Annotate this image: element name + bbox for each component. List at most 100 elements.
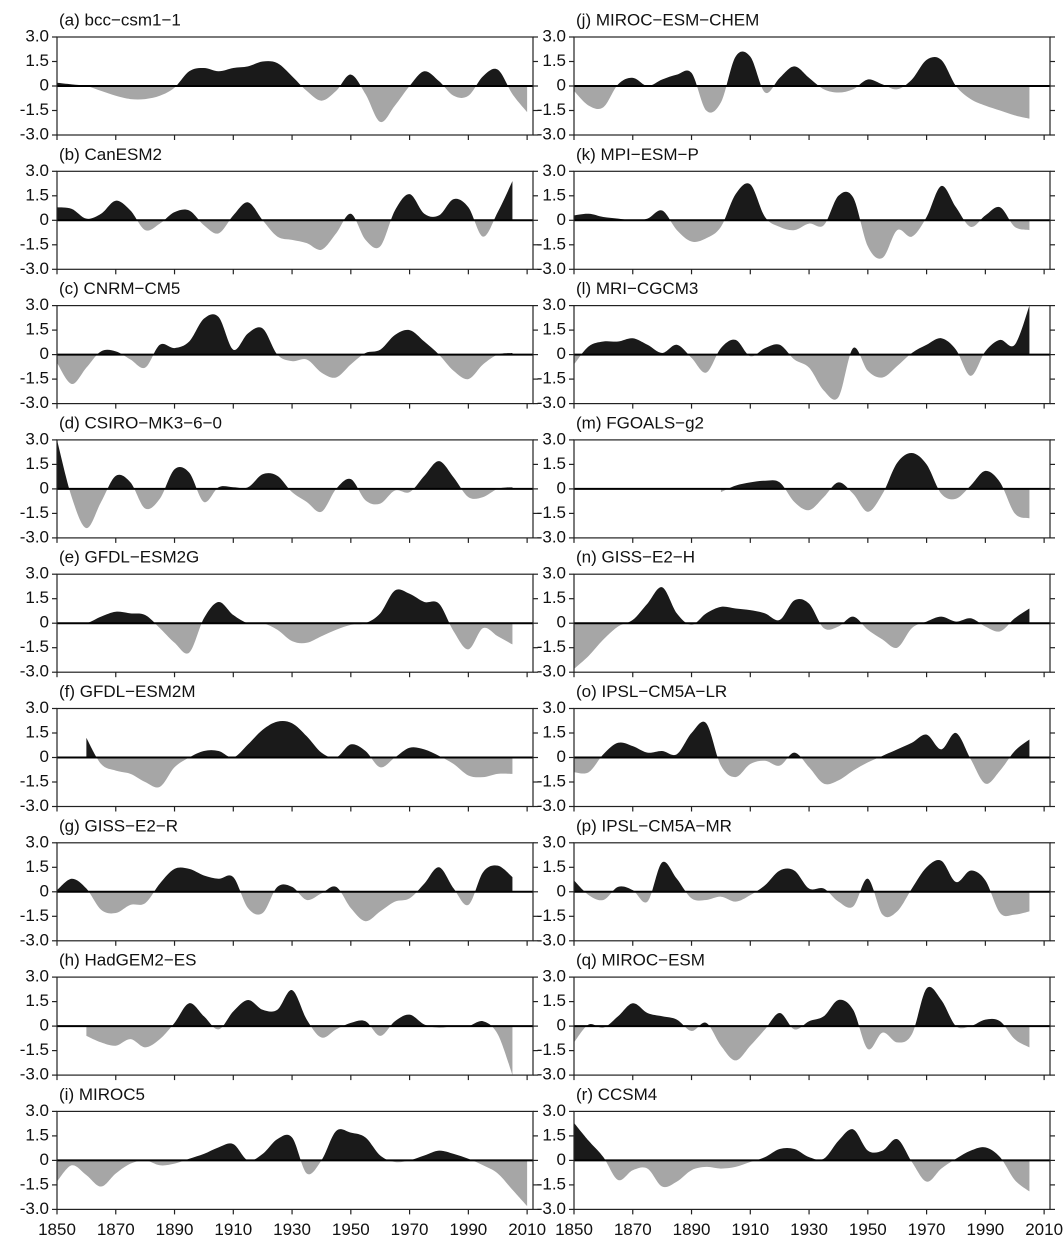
area-negative	[57, 488, 513, 529]
area-negative	[574, 757, 1030, 785]
area-negative	[57, 354, 498, 385]
y-tick-label: 0	[40, 344, 49, 363]
y-tick-label: 1.5	[25, 857, 49, 876]
x-tick-label: 1890	[156, 1220, 194, 1239]
y-tick-label: -1.5	[537, 100, 566, 119]
y-tick-label: 0	[40, 747, 49, 766]
area-positive	[57, 865, 513, 892]
area-negative	[86, 1026, 513, 1076]
area-negative	[57, 891, 513, 922]
panel-title: (g) GISS−E2−R	[59, 816, 178, 835]
x-tick-label: 1930	[790, 1220, 828, 1239]
x-tick-label: 1950	[849, 1220, 887, 1239]
area-positive	[574, 183, 1030, 221]
area-negative	[57, 1160, 528, 1207]
area-positive	[57, 181, 513, 221]
y-tick-label: -3.0	[20, 1065, 49, 1084]
y-tick-label: 1.5	[542, 320, 566, 339]
area-positive	[57, 1129, 528, 1161]
panel-title: (c) CNRM−CM5	[59, 279, 180, 298]
y-tick-label: 0	[40, 210, 49, 229]
y-tick-label: 0	[557, 75, 566, 94]
y-tick-label: 3.0	[542, 1101, 566, 1120]
y-tick-label: 3.0	[25, 161, 49, 180]
area-negative	[574, 354, 984, 400]
x-tick-label: 1870	[97, 1220, 135, 1239]
y-tick-label: -1.5	[20, 100, 49, 119]
y-tick-label: -1.5	[537, 906, 566, 925]
x-tick-label: 1870	[614, 1220, 652, 1239]
y-tick-label: -3.0	[20, 930, 49, 949]
y-tick-label: -3.0	[537, 259, 566, 278]
x-tick-label: 1950	[332, 1220, 370, 1239]
y-tick-label: 1.5	[542, 51, 566, 70]
y-tick-label: 0	[557, 881, 566, 900]
y-tick-label: 1.5	[542, 185, 566, 204]
y-tick-label: 0	[557, 478, 566, 497]
y-tick-label: -3.0	[20, 662, 49, 681]
area-positive	[574, 51, 1030, 86]
panel-title: (n) GISS−E2−H	[576, 548, 695, 567]
y-tick-label: -1.5	[537, 1174, 566, 1193]
x-tick-label: 1970	[391, 1220, 429, 1239]
y-tick-label: 0	[557, 1150, 566, 1169]
area-positive	[574, 721, 1030, 758]
area-positive	[574, 587, 1030, 624]
panel-title: (k) MPI−ESM−P	[576, 145, 699, 164]
y-tick-label: -1.5	[537, 1040, 566, 1059]
y-tick-label: -1.5	[20, 1040, 49, 1059]
y-tick-label: -1.5	[537, 234, 566, 253]
panel-title: (b) CanESM2	[59, 145, 162, 164]
y-tick-label: 1.5	[25, 588, 49, 607]
panel-title: (d) CSIRO−MK3−6−0	[59, 413, 222, 432]
y-tick-label: 0	[40, 881, 49, 900]
panel-title: (l) MRI−CGCM3	[576, 279, 698, 298]
y-tick-label: -3.0	[20, 259, 49, 278]
area-positive	[574, 1122, 1030, 1161]
area-positive	[171, 990, 492, 1027]
y-tick-label: 0	[557, 1016, 566, 1035]
x-tick-label: 1930	[273, 1220, 311, 1239]
y-tick-label: 3.0	[542, 698, 566, 717]
y-tick-label: -3.0	[20, 796, 49, 815]
y-tick-label: 3.0	[542, 26, 566, 45]
y-tick-label: 1.5	[542, 857, 566, 876]
y-tick-label: -3.0	[537, 930, 566, 949]
panel-title: (a) bcc−csm1−1	[59, 10, 181, 29]
y-tick-label: 1.5	[542, 991, 566, 1010]
y-tick-label: -1.5	[20, 906, 49, 925]
area-negative	[137, 220, 494, 250]
y-tick-label: -1.5	[20, 1174, 49, 1193]
area-positive	[57, 589, 513, 624]
y-tick-label: 1.5	[25, 185, 49, 204]
area-positive	[57, 439, 513, 489]
y-tick-label: 1.5	[542, 454, 566, 473]
y-tick-label: 1.5	[25, 51, 49, 70]
y-tick-label: 3.0	[542, 967, 566, 986]
y-tick-label: 1.5	[25, 1125, 49, 1144]
y-tick-label: -1.5	[20, 771, 49, 790]
area-negative	[605, 1160, 1030, 1192]
area-positive	[574, 860, 991, 892]
panel-title: (h) HadGEM2−ES	[59, 951, 196, 970]
area-negative	[57, 86, 528, 123]
y-tick-label: -3.0	[537, 1065, 566, 1084]
y-tick-label: 1.5	[542, 1125, 566, 1144]
y-tick-label: 1.5	[542, 588, 566, 607]
y-tick-label: 1.5	[25, 991, 49, 1010]
area-negative	[720, 488, 1030, 519]
y-tick-label: 3.0	[542, 295, 566, 314]
y-tick-label: -1.5	[537, 503, 566, 522]
area-positive	[586, 987, 1005, 1027]
y-tick-label: -1.5	[537, 637, 566, 656]
area-negative	[574, 623, 1010, 669]
y-tick-label: -3.0	[537, 1199, 566, 1218]
y-tick-label: 0	[557, 344, 566, 363]
y-tick-label: -1.5	[537, 771, 566, 790]
y-tick-label: 0	[40, 478, 49, 497]
y-tick-label: -3.0	[20, 124, 49, 143]
y-tick-label: -1.5	[20, 637, 49, 656]
x-tick-label: 1910	[731, 1220, 769, 1239]
y-tick-label: -1.5	[537, 369, 566, 388]
y-tick-label: 0	[40, 613, 49, 632]
